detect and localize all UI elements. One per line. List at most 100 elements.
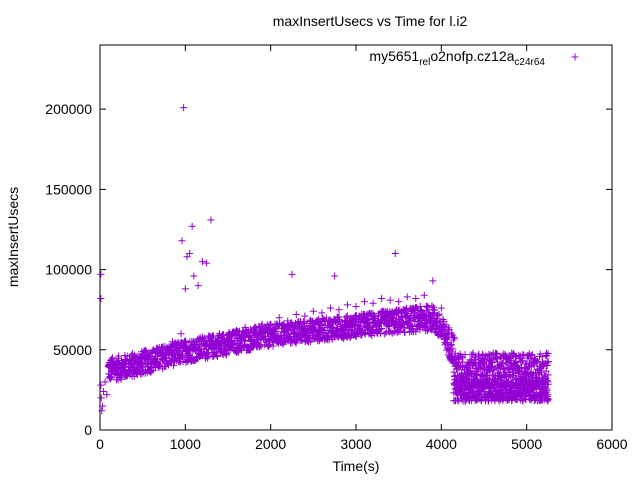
data-point (503, 379, 511, 387)
data-point (471, 380, 479, 388)
data-point (497, 362, 505, 370)
data-point (376, 329, 384, 337)
data-point (113, 359, 121, 367)
data-point (477, 371, 485, 379)
data-point (506, 368, 514, 376)
data-point (125, 367, 133, 375)
data-point (139, 351, 147, 359)
data-point (122, 357, 130, 365)
data-point (215, 330, 223, 338)
data-point (454, 386, 462, 394)
data-point (198, 333, 206, 341)
data-point (98, 407, 106, 415)
data-point (378, 294, 386, 302)
data-point (447, 340, 455, 348)
data-point (352, 302, 360, 310)
data-point (99, 388, 107, 395)
x-axis-label: Time(s) (333, 458, 380, 474)
data-point (428, 302, 436, 310)
data-point (229, 341, 237, 349)
chart-title: maxInsertUsecs vs Time for l.i2 (273, 13, 468, 29)
data-point (301, 312, 309, 320)
legend-label-sub-b: rel (419, 57, 430, 68)
data-point (167, 342, 175, 350)
data-point (523, 360, 531, 368)
y-tick-label: 0 (84, 422, 92, 438)
data-point (427, 326, 435, 334)
data-point (241, 323, 249, 331)
data-point (497, 392, 505, 400)
data-point (430, 306, 438, 314)
data-point (544, 391, 552, 399)
data-point (207, 336, 215, 344)
data-point (446, 346, 454, 354)
x-tick-label: 3000 (340, 436, 371, 452)
data-point (204, 354, 212, 362)
data-point (213, 352, 221, 360)
data-point (256, 343, 264, 351)
data-point (531, 394, 539, 402)
data-point (267, 322, 275, 330)
data-point (313, 317, 321, 325)
data-point (178, 237, 186, 245)
data-point (527, 351, 535, 359)
data-point (540, 362, 548, 370)
data-point (424, 303, 432, 311)
data-point (105, 370, 113, 378)
data-point (544, 350, 552, 358)
data-point (426, 318, 434, 326)
data-point (489, 359, 497, 367)
data-point (130, 354, 138, 362)
data-point (326, 304, 334, 312)
legend-label-part-c: o2nofp.cz12a (430, 48, 514, 64)
data-point (117, 375, 125, 383)
data-point (509, 373, 517, 381)
legend-marker-plus (571, 53, 579, 61)
data-point (250, 325, 258, 333)
data-point (213, 348, 221, 356)
y-tick-label: 200000 (45, 101, 92, 117)
y-tick-label: 50000 (53, 342, 92, 358)
data-point (275, 314, 283, 322)
data-point (541, 384, 549, 392)
data-point (471, 355, 479, 363)
data-point (398, 314, 406, 322)
data-point (265, 337, 273, 345)
data-point (222, 349, 230, 357)
data-point (309, 307, 317, 315)
data-point (97, 394, 105, 402)
data-point (151, 364, 159, 372)
data-point (420, 324, 428, 332)
data-point (246, 331, 254, 339)
data-point (467, 357, 475, 365)
data-point (544, 371, 552, 379)
data-point (381, 330, 389, 338)
y-tick-label: 100000 (45, 262, 92, 278)
data-point (177, 330, 185, 338)
data-point (511, 353, 519, 361)
data-point (346, 334, 354, 342)
data-point (469, 349, 477, 357)
data-point (437, 304, 445, 312)
data-point (188, 222, 196, 230)
data-point (386, 296, 394, 304)
legend-label-part-a: my5651 (369, 48, 419, 64)
data-point (190, 272, 198, 280)
ticks-layer: 0 1000 2000 3000 4000 5000 6000 0 50000 100000 150… (45, 45, 628, 452)
data-point (416, 326, 424, 334)
data-point (536, 370, 544, 378)
data-point (450, 354, 458, 362)
data-point (429, 310, 437, 318)
data-point (233, 327, 241, 335)
data-point (435, 311, 443, 319)
data-point (395, 298, 403, 306)
data-point (463, 391, 471, 399)
data-point (506, 354, 514, 362)
data-point (250, 334, 258, 342)
x-tick-label: 0 (96, 436, 104, 452)
data-point (180, 104, 188, 112)
data-point (502, 372, 510, 380)
data-point (170, 362, 178, 370)
data-point (519, 351, 527, 359)
